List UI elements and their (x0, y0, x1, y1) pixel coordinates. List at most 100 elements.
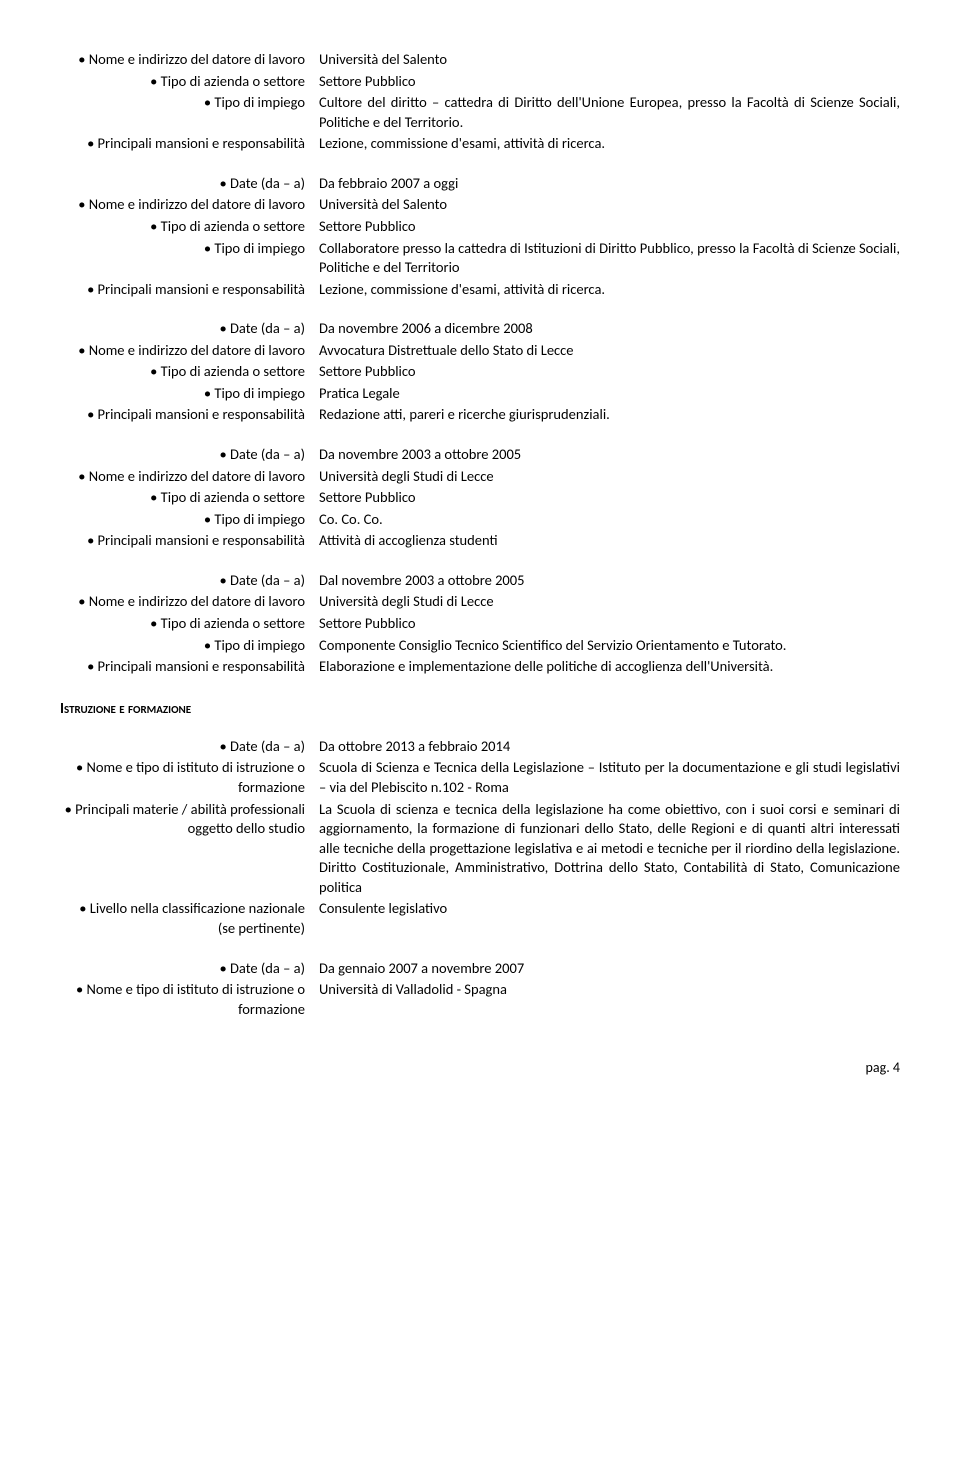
cv-row: • Principali mansioni e responsabilitàEl… (60, 657, 900, 677)
cv-row: • Date (da – a)Dal novembre 2003 a ottob… (60, 571, 900, 591)
row-label: • Tipo di azienda o settore (60, 488, 319, 508)
experience-block: • Date (da – a)Da febbraio 2007 a oggi• … (60, 174, 900, 299)
row-value: Università del Salento (319, 195, 900, 215)
cv-row: • Date (da – a)Da gennaio 2007 a novembr… (60, 959, 900, 979)
row-label: • Tipo di azienda o settore (60, 614, 319, 634)
cv-row: • Nome e indirizzo del datore di lavoroU… (60, 195, 900, 215)
row-label: • Tipo di impiego (60, 636, 319, 656)
row-value: Collaboratore presso la cattedra di Isti… (319, 239, 900, 278)
row-value: Consulente legislativo (319, 899, 900, 938)
row-label: • Nome e indirizzo del datore di lavoro (60, 592, 319, 612)
row-label: • Nome e tipo di istituto di istruzione … (60, 758, 319, 797)
row-label: • Date (da – a) (60, 959, 319, 979)
education-block: • Date (da – a)Da gennaio 2007 a novembr… (60, 959, 900, 1020)
row-label: • Date (da – a) (60, 319, 319, 339)
row-label: • Principali materie / abilità professio… (60, 800, 319, 898)
cv-row: • Nome e tipo di istituto di istruzione … (60, 980, 900, 1019)
row-label: • Date (da – a) (60, 571, 319, 591)
row-label: • Nome e indirizzo del datore di lavoro (60, 341, 319, 361)
row-label: • Principali mansioni e responsabilità (60, 280, 319, 300)
row-label: • Tipo di impiego (60, 384, 319, 404)
cv-row: • Livello nella classificazione nazional… (60, 899, 900, 938)
row-value: Attività di accoglienza studenti (319, 531, 900, 551)
row-value: Settore Pubblico (319, 488, 900, 508)
row-label: • Nome e tipo di istituto di istruzione … (60, 980, 319, 1019)
row-value: Settore Pubblico (319, 362, 900, 382)
experience-block: • Nome e indirizzo del datore di lavoroU… (60, 50, 900, 154)
row-value: Avvocatura Distrettuale dello Stato di L… (319, 341, 900, 361)
cv-row: • Principali mansioni e responsabilitàLe… (60, 280, 900, 300)
cv-row: • Tipo di azienda o settoreSettore Pubbl… (60, 362, 900, 382)
cv-row: • Date (da – a)Da novembre 2006 a dicemb… (60, 319, 900, 339)
row-label: • Principali mansioni e responsabilità (60, 405, 319, 425)
cv-row: • Principali mansioni e responsabilitàLe… (60, 134, 900, 154)
row-label: • Tipo di impiego (60, 239, 319, 278)
cv-row: • Tipo di azienda o settoreSettore Pubbl… (60, 488, 900, 508)
row-label: • Principali mansioni e responsabilità (60, 134, 319, 154)
education-header: Istruzione e formazione (60, 699, 900, 719)
cv-row: • Tipo di azienda o settoreSettore Pubbl… (60, 217, 900, 237)
cv-row: • Date (da – a)Da novembre 2003 a ottobr… (60, 445, 900, 465)
row-value: Scuola di Scienza e Tecnica della Legisl… (319, 758, 900, 797)
cv-row: • Tipo di azienda o settoreSettore Pubbl… (60, 614, 900, 634)
row-label: • Tipo di impiego (60, 93, 319, 132)
row-value: Da febbraio 2007 a oggi (319, 174, 900, 194)
row-value: Università degli Studi di Lecce (319, 592, 900, 612)
row-value: Settore Pubblico (319, 217, 900, 237)
experience-block: • Date (da – a)Da novembre 2006 a dicemb… (60, 319, 900, 425)
row-value: Dal novembre 2003 a ottobre 2005 (319, 571, 900, 591)
cv-row: • Tipo di impiegoCo. Co. Co. (60, 510, 900, 530)
row-label: • Date (da – a) (60, 174, 319, 194)
row-value: Lezione, commissione d'esami, attività d… (319, 134, 900, 154)
cv-row: • Nome e tipo di istituto di istruzione … (60, 758, 900, 797)
row-value: Università di Valladolid - Spagna (319, 980, 900, 1019)
cv-row: • Principali mansioni e responsabilitàRe… (60, 405, 900, 425)
row-label: • Tipo di azienda o settore (60, 362, 319, 382)
row-label: • Date (da – a) (60, 737, 319, 757)
cv-row: • Tipo di impiegoCollaboratore presso la… (60, 239, 900, 278)
row-label: • Nome e indirizzo del datore di lavoro (60, 50, 319, 70)
row-label: • Principali mansioni e responsabilità (60, 657, 319, 677)
row-value: Università del Salento (319, 50, 900, 70)
row-value: Lezione, commissione d'esami, attività d… (319, 280, 900, 300)
cv-row: • Date (da – a)Da ottobre 2013 a febbrai… (60, 737, 900, 757)
cv-row: • Principali materie / abilità professio… (60, 800, 900, 898)
cv-page: • Nome e indirizzo del datore di lavoroU… (60, 50, 900, 1019)
cv-row: • Nome e indirizzo del datore di lavoroU… (60, 467, 900, 487)
cv-row: • Tipo di impiegoComponente Consiglio Te… (60, 636, 900, 656)
cv-row: • Date (da – a)Da febbraio 2007 a oggi (60, 174, 900, 194)
row-value: Cultore del diritto – cattedra di Diritt… (319, 93, 900, 132)
row-label: • Principali mansioni e responsabilità (60, 531, 319, 551)
experience-block: • Date (da – a)Dal novembre 2003 a ottob… (60, 571, 900, 677)
row-value: Da ottobre 2013 a febbraio 2014 (319, 737, 900, 757)
row-value: Università degli Studi di Lecce (319, 467, 900, 487)
row-value: Settore Pubblico (319, 614, 900, 634)
row-value: La Scuola di scienza e tecnica della leg… (319, 800, 900, 898)
row-value: Co. Co. Co. (319, 510, 900, 530)
row-value: Da novembre 2003 a ottobre 2005 (319, 445, 900, 465)
cv-row: • Nome e indirizzo del datore di lavoroU… (60, 50, 900, 70)
cv-row: • Nome e indirizzo del datore di lavoroA… (60, 341, 900, 361)
row-label: • Nome e indirizzo del datore di lavoro (60, 467, 319, 487)
row-label: • Livello nella classificazione nazional… (60, 899, 319, 938)
row-value: Componente Consiglio Tecnico Scientifico… (319, 636, 900, 656)
cv-row: • Tipo di azienda o settoreSettore Pubbl… (60, 72, 900, 92)
row-label: • Tipo di impiego (60, 510, 319, 530)
row-value: Pratica Legale (319, 384, 900, 404)
row-value: Redazione atti, pareri e ricerche giuris… (319, 405, 900, 425)
cv-row: • Nome e indirizzo del datore di lavoroU… (60, 592, 900, 612)
cv-row: • Tipo di impiegoPratica Legale (60, 384, 900, 404)
row-value: Da gennaio 2007 a novembre 2007 (319, 959, 900, 979)
row-label: • Tipo di azienda o settore (60, 72, 319, 92)
education-block: • Date (da – a)Da ottobre 2013 a febbrai… (60, 737, 900, 939)
cv-row: • Principali mansioni e responsabilitàAt… (60, 531, 900, 551)
experience-block: • Date (da – a)Da novembre 2003 a ottobr… (60, 445, 900, 551)
row-value: Elaborazione e implementazione delle pol… (319, 657, 900, 677)
row-value: Settore Pubblico (319, 72, 900, 92)
page-footer: pag. 4 (60, 1059, 900, 1078)
row-value: Da novembre 2006 a dicembre 2008 (319, 319, 900, 339)
row-label: • Nome e indirizzo del datore di lavoro (60, 195, 319, 215)
row-label: • Date (da – a) (60, 445, 319, 465)
row-label: • Tipo di azienda o settore (60, 217, 319, 237)
cv-row: • Tipo di impiegoCultore del diritto – c… (60, 93, 900, 132)
